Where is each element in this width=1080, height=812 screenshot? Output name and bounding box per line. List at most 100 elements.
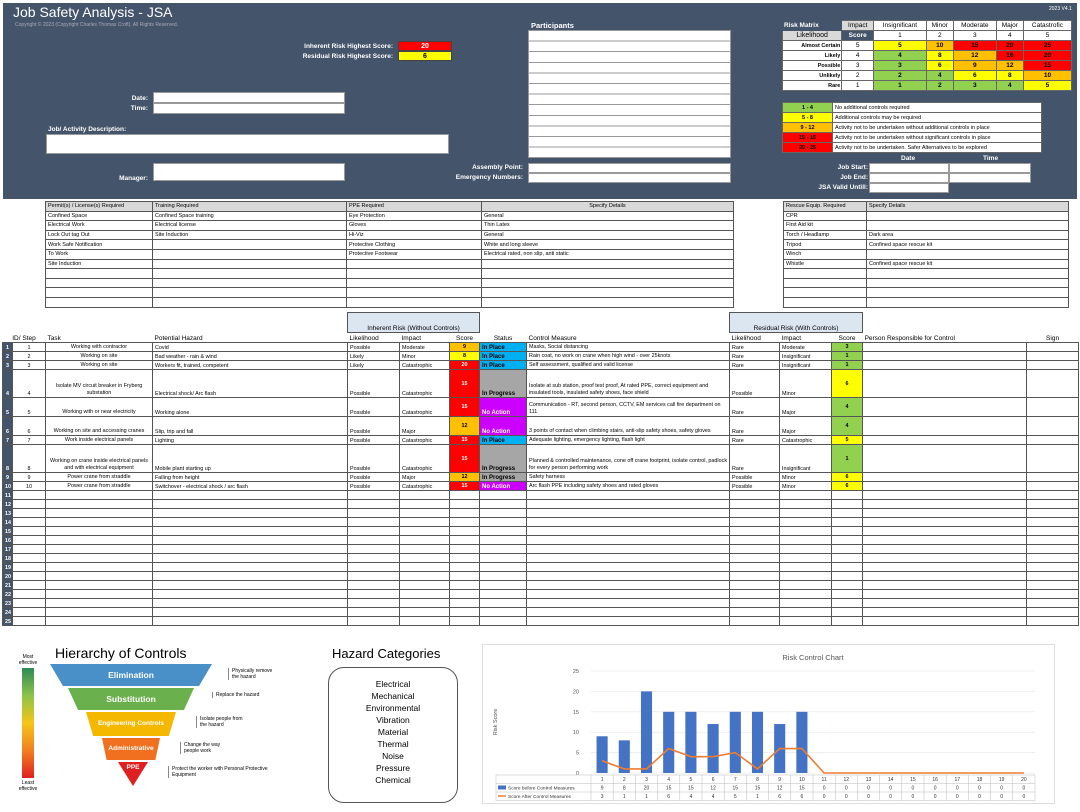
task-cell[interactable]: Isolate MV circuit breaker in Fryberg su… bbox=[45, 369, 153, 398]
permits-cell[interactable] bbox=[481, 277, 734, 289]
date-field[interactable] bbox=[153, 92, 345, 103]
hazard-cell[interactable]: Slip, trip and fall bbox=[152, 416, 348, 436]
empty-cell[interactable] bbox=[479, 499, 528, 509]
empty-cell[interactable] bbox=[779, 598, 833, 608]
permits-cell[interactable] bbox=[346, 268, 482, 279]
table-row[interactable]: 12 bbox=[2, 499, 1080, 509]
empty-cell[interactable] bbox=[729, 580, 781, 590]
empty-cell[interactable] bbox=[12, 607, 46, 617]
control-cell[interactable]: Adequate lighting, emergency lighting, f… bbox=[526, 435, 731, 445]
impact-cell[interactable]: Major bbox=[399, 416, 450, 436]
empty-cell[interactable] bbox=[831, 499, 864, 509]
rescue-cell[interactable]: Torch / Headlamp bbox=[783, 229, 867, 241]
empty-cell[interactable] bbox=[152, 508, 348, 518]
control-cell[interactable]: Safety harness bbox=[526, 472, 731, 482]
likelihood-cell[interactable]: Possible bbox=[347, 481, 400, 491]
permits-cell[interactable]: Work Safe Notification bbox=[45, 239, 153, 250]
empty-cell[interactable] bbox=[347, 589, 400, 599]
empty-cell[interactable] bbox=[862, 616, 1028, 626]
empty-cell[interactable] bbox=[1026, 616, 1080, 626]
residual-impact-cell[interactable]: Major bbox=[779, 397, 833, 417]
empty-cell[interactable] bbox=[45, 571, 153, 581]
empty-cell[interactable] bbox=[12, 499, 46, 509]
task-cell[interactable]: Working on site bbox=[45, 360, 153, 370]
likelihood-cell[interactable]: Possible bbox=[347, 369, 400, 398]
empty-cell[interactable] bbox=[399, 553, 450, 563]
empty-cell[interactable] bbox=[479, 589, 528, 599]
rescue-cell[interactable] bbox=[866, 268, 1069, 279]
likelihood-cell[interactable]: Possible bbox=[347, 444, 400, 473]
permits-cell[interactable] bbox=[481, 287, 734, 298]
permits-cell[interactable] bbox=[152, 239, 347, 250]
empty-cell[interactable] bbox=[831, 517, 864, 527]
rescue-cell[interactable]: Dark area bbox=[866, 229, 1069, 241]
empty-cell[interactable] bbox=[12, 490, 46, 500]
empty-cell[interactable] bbox=[479, 607, 528, 617]
empty-cell[interactable] bbox=[45, 589, 153, 599]
empty-cell[interactable] bbox=[779, 571, 833, 581]
empty-cell[interactable] bbox=[862, 508, 1028, 518]
status-cell[interactable]: In Place bbox=[479, 435, 528, 445]
empty-cell[interactable] bbox=[399, 526, 450, 536]
empty-cell[interactable] bbox=[399, 616, 450, 626]
permits-cell[interactable] bbox=[152, 287, 347, 298]
rescue-cell[interactable]: Confined space rescue kit bbox=[866, 258, 1069, 270]
empty-cell[interactable] bbox=[45, 526, 153, 536]
permits-cell[interactable] bbox=[481, 268, 734, 279]
empty-cell[interactable] bbox=[152, 571, 348, 581]
status-cell[interactable]: No Action bbox=[479, 416, 528, 436]
task-cell[interactable]: Working on site bbox=[45, 351, 153, 361]
empty-cell[interactable] bbox=[779, 526, 833, 536]
hazard-cell[interactable]: Covid bbox=[152, 342, 348, 352]
empty-cell[interactable] bbox=[479, 490, 528, 500]
empty-cell[interactable] bbox=[347, 598, 400, 608]
empty-cell[interactable] bbox=[448, 589, 481, 599]
empty-cell[interactable] bbox=[831, 562, 864, 572]
permits-cell[interactable] bbox=[346, 287, 482, 298]
table-row[interactable]: 9 9 Power crane from straddle Falling fr… bbox=[2, 472, 1080, 482]
empty-cell[interactable] bbox=[448, 535, 481, 545]
empty-cell[interactable] bbox=[152, 616, 348, 626]
empty-cell[interactable] bbox=[152, 580, 348, 590]
rescue-cell[interactable]: Winch bbox=[783, 248, 867, 260]
residual-likelihood-cell[interactable]: Rare bbox=[729, 360, 781, 370]
empty-cell[interactable] bbox=[779, 544, 833, 554]
person-cell[interactable] bbox=[862, 481, 1028, 491]
empty-cell[interactable] bbox=[862, 598, 1028, 608]
table-row[interactable]: 18 bbox=[2, 553, 1080, 563]
residual-likelihood-cell[interactable]: Possible bbox=[729, 481, 781, 491]
status-cell[interactable]: In Progress bbox=[479, 444, 528, 473]
empty-cell[interactable] bbox=[862, 535, 1028, 545]
permits-cell[interactable]: General bbox=[481, 210, 734, 222]
permits-cell[interactable]: Protective Footwear bbox=[346, 248, 482, 260]
person-cell[interactable] bbox=[862, 397, 1028, 417]
residual-likelihood-cell[interactable]: Rare bbox=[729, 351, 781, 361]
empty-cell[interactable] bbox=[729, 499, 781, 509]
table-row[interactable]: 5 5 Working with or near electricity Wor… bbox=[2, 397, 1080, 417]
empty-cell[interactable] bbox=[479, 544, 528, 554]
empty-cell[interactable] bbox=[448, 562, 481, 572]
status-cell[interactable]: No Action bbox=[479, 481, 528, 491]
empty-cell[interactable] bbox=[729, 562, 781, 572]
control-cell[interactable]: Self assessment, qualified and valid lic… bbox=[526, 360, 731, 370]
empty-cell[interactable] bbox=[448, 544, 481, 554]
sign-cell[interactable] bbox=[1026, 472, 1080, 482]
empty-cell[interactable] bbox=[448, 499, 481, 509]
rescue-cell[interactable]: Whistle bbox=[783, 258, 867, 270]
residual-likelihood-cell[interactable]: Rare bbox=[729, 435, 781, 445]
permits-cell[interactable]: To Work bbox=[45, 248, 153, 260]
empty-cell[interactable] bbox=[526, 553, 731, 563]
task-cell[interactable]: Working on crane inside electrical panel… bbox=[45, 444, 153, 473]
empty-cell[interactable] bbox=[45, 544, 153, 554]
task-cell[interactable]: Working with or near electricity bbox=[45, 397, 153, 417]
empty-cell[interactable] bbox=[862, 544, 1028, 554]
empty-cell[interactable] bbox=[12, 571, 46, 581]
job-end-date-field[interactable] bbox=[869, 173, 949, 183]
empty-cell[interactable] bbox=[831, 526, 864, 536]
table-row[interactable]: 21 bbox=[2, 580, 1080, 590]
assembly-point-field[interactable] bbox=[528, 163, 731, 173]
empty-cell[interactable] bbox=[448, 571, 481, 581]
sign-cell[interactable] bbox=[1026, 369, 1080, 398]
rescue-cell[interactable]: Tripod bbox=[783, 239, 867, 250]
empty-cell[interactable] bbox=[862, 562, 1028, 572]
